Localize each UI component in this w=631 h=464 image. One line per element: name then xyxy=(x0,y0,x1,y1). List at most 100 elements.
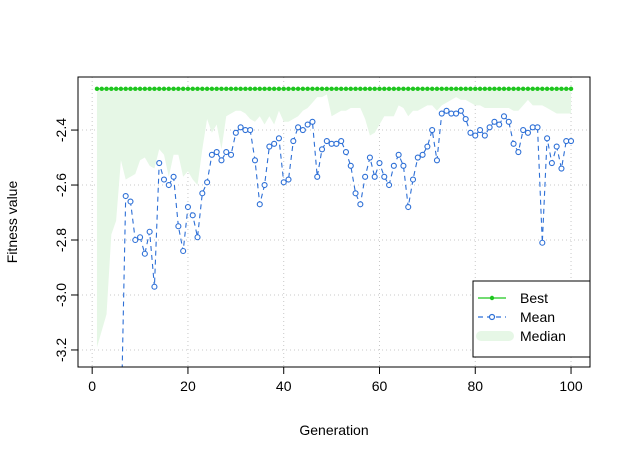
y-tick-label: -2.6 xyxy=(53,173,69,197)
best-point xyxy=(568,86,574,92)
x-tick-label: 40 xyxy=(276,378,292,394)
median-band xyxy=(96,88,572,348)
best-point xyxy=(176,86,181,92)
x-tick-label: 0 xyxy=(88,378,96,394)
mean-point xyxy=(323,137,330,145)
best-point xyxy=(128,86,133,92)
mean-point xyxy=(280,179,287,186)
best-point xyxy=(334,86,339,92)
best-point xyxy=(123,86,128,92)
best-point xyxy=(468,86,473,92)
best-point xyxy=(549,86,555,92)
mean-point xyxy=(261,181,268,189)
mean-point xyxy=(165,181,172,189)
mean-point xyxy=(534,124,541,131)
best-point xyxy=(453,86,459,92)
legend-mean-circle xyxy=(488,313,496,321)
best-point xyxy=(382,86,387,92)
best-point xyxy=(109,86,114,92)
best-point xyxy=(425,86,430,92)
mean-point xyxy=(247,127,254,134)
legend-mean-label: Mean xyxy=(520,309,555,325)
mean-point xyxy=(400,162,407,169)
mean-point xyxy=(146,228,153,235)
mean-point xyxy=(539,239,546,246)
best-point xyxy=(544,86,550,92)
best-point xyxy=(444,86,449,92)
y-axis-label: Fitness value xyxy=(4,181,20,264)
best-point xyxy=(228,86,234,92)
best-point xyxy=(449,86,454,92)
best-point xyxy=(257,86,262,92)
mean-point xyxy=(175,223,182,230)
mean-point xyxy=(405,203,412,211)
mean-point xyxy=(500,113,508,120)
best-point xyxy=(286,86,291,92)
mean-point xyxy=(285,176,292,183)
mean-point xyxy=(199,190,206,197)
best-point xyxy=(300,86,306,92)
mean-point xyxy=(496,121,503,128)
best-point xyxy=(372,86,377,92)
mean-point xyxy=(357,201,364,208)
y-tick-label: -2.8 xyxy=(53,228,69,252)
mean-point xyxy=(386,181,393,189)
mean-point xyxy=(256,201,263,208)
best-point xyxy=(204,86,210,92)
best-point xyxy=(190,86,195,92)
mean-point xyxy=(453,110,460,117)
mean-point xyxy=(184,203,191,211)
best-point xyxy=(386,86,392,92)
mean-point xyxy=(299,127,306,134)
mean-point xyxy=(419,151,426,158)
best-point xyxy=(281,86,286,92)
mean-point xyxy=(347,162,354,169)
mean-point xyxy=(390,162,397,169)
best-point xyxy=(516,86,521,92)
best-point xyxy=(152,86,157,92)
mean-point xyxy=(548,159,555,167)
best-point xyxy=(362,86,368,92)
best-point xyxy=(276,86,282,92)
best-point xyxy=(262,86,267,92)
y-tick-label: -3.2 xyxy=(53,338,69,362)
mean-point xyxy=(204,179,211,186)
best-point xyxy=(200,86,205,92)
mean-point xyxy=(443,107,450,114)
mean-point xyxy=(170,173,177,180)
best-point xyxy=(497,86,502,92)
mean-point xyxy=(275,135,282,142)
best-point xyxy=(224,86,229,92)
best-point xyxy=(554,86,559,92)
x-axis-label: Generation xyxy=(299,422,368,438)
mean-point xyxy=(366,154,373,161)
mean-point xyxy=(491,118,498,125)
best-point xyxy=(473,86,478,92)
mean-point xyxy=(314,173,321,180)
best-point xyxy=(396,86,401,92)
mean-point xyxy=(567,137,575,145)
x-tick-label: 80 xyxy=(467,378,483,394)
mean-series xyxy=(121,107,575,367)
mean-point xyxy=(429,127,436,134)
best-point xyxy=(295,86,301,92)
best-point xyxy=(133,86,138,92)
best-point xyxy=(267,86,272,92)
mean-point xyxy=(486,124,493,131)
best-point xyxy=(511,86,516,92)
mean-point xyxy=(194,234,201,241)
mean-point xyxy=(362,173,369,180)
best-point xyxy=(420,86,425,92)
x-tick-label: 100 xyxy=(559,378,583,394)
mean-point xyxy=(127,198,134,205)
best-point xyxy=(429,86,435,92)
best-point xyxy=(243,86,248,92)
mean-point xyxy=(481,132,488,139)
best-point xyxy=(439,86,444,92)
legend-best-label: Best xyxy=(520,290,548,306)
best-point xyxy=(271,86,277,92)
best-point xyxy=(185,86,191,92)
best-point xyxy=(377,86,382,92)
mean-point xyxy=(414,154,421,161)
legend-median-swatch xyxy=(476,331,514,341)
